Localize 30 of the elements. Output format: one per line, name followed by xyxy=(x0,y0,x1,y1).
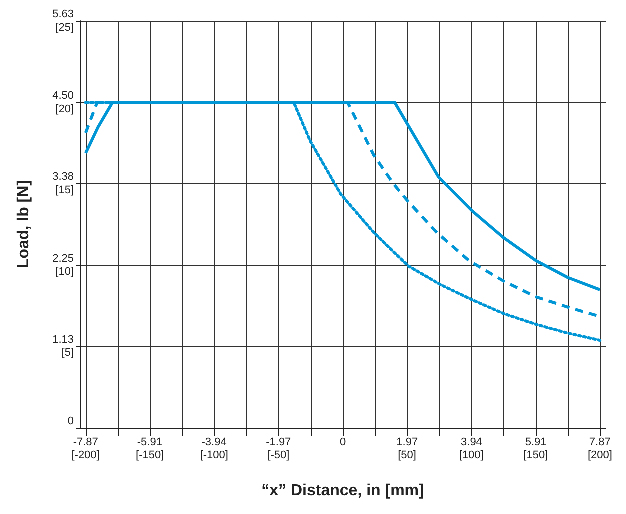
y2-tick-label: [25] xyxy=(56,22,74,34)
y2-tick-label: [10] xyxy=(56,266,74,278)
x2-tick-label: [-50] xyxy=(268,450,290,462)
x-tick-label: -1.97 xyxy=(266,436,292,448)
x-tick-label: 3.94 xyxy=(461,436,482,448)
y2-tick-label: [5] xyxy=(62,347,74,360)
x-tick-label: 7.87 xyxy=(589,436,611,448)
y-tick-label: 5.63 xyxy=(52,8,74,20)
x2-tick-label: [-100] xyxy=(200,450,228,462)
x-tick-label: -3.94 xyxy=(202,436,227,448)
y-tick-label: 0 xyxy=(68,416,74,428)
x-tick-label: 0 xyxy=(340,436,346,448)
x2-tick-label: [50] xyxy=(398,450,416,462)
y-tick-label: 3.38 xyxy=(52,171,74,184)
x2-tick-label: [-150] xyxy=(136,450,164,462)
y-axis-title: Load, lb [N] xyxy=(16,180,32,268)
y2-tick-label: [15] xyxy=(56,184,74,197)
x2-tick-label: [-200] xyxy=(72,450,100,462)
x2-tick-label: [150] xyxy=(524,450,548,462)
y-tick-label: 4.50 xyxy=(52,90,74,102)
y2-tick-label: [20] xyxy=(56,103,74,116)
x-tick-label: 5.91 xyxy=(525,436,547,448)
x-tick-label: 1.97 xyxy=(396,436,418,448)
y-tick-label: 2.25 xyxy=(52,252,74,265)
x-tick-label: -7.87 xyxy=(73,436,98,448)
x-tick-label: -5.91 xyxy=(137,436,162,448)
x2-tick-label: [100] xyxy=(459,450,484,462)
y-tick-label: 1.13 xyxy=(52,334,74,346)
x-axis-title: “x” Distance, in [mm] xyxy=(262,482,424,500)
x2-tick-label: [200] xyxy=(588,450,612,462)
